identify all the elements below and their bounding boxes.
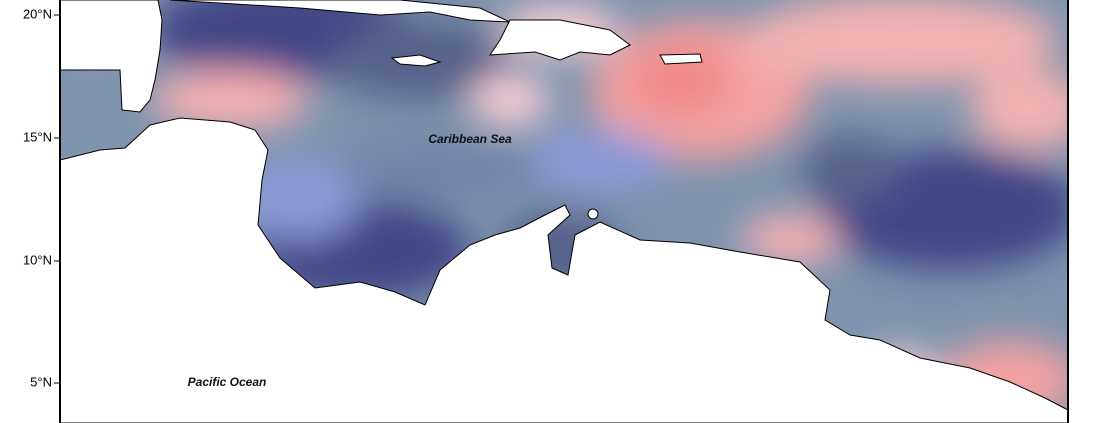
- land: [60, 117, 1068, 423]
- lat-axis: 20°N 15°N 10°N 5°N: [23, 6, 60, 389]
- puerto-rico: [659, 53, 703, 65]
- lat-tick-label: 10°N: [23, 252, 52, 267]
- hispaniola: [489, 19, 631, 61]
- cuba: [169, 0, 511, 23]
- lat-tick-label: 15°N: [23, 129, 52, 144]
- jamaica: [390, 54, 442, 67]
- lat-tick-label: 5°N: [30, 374, 52, 389]
- land: [60, 0, 163, 113]
- anomaly-field: [60, 0, 1068, 423]
- place-label: Pacific Ocean: [188, 375, 267, 389]
- lat-tick-label: 20°N: [23, 6, 52, 21]
- place-label: Caribbean Sea: [428, 132, 512, 146]
- frame: [59, 0, 1069, 423]
